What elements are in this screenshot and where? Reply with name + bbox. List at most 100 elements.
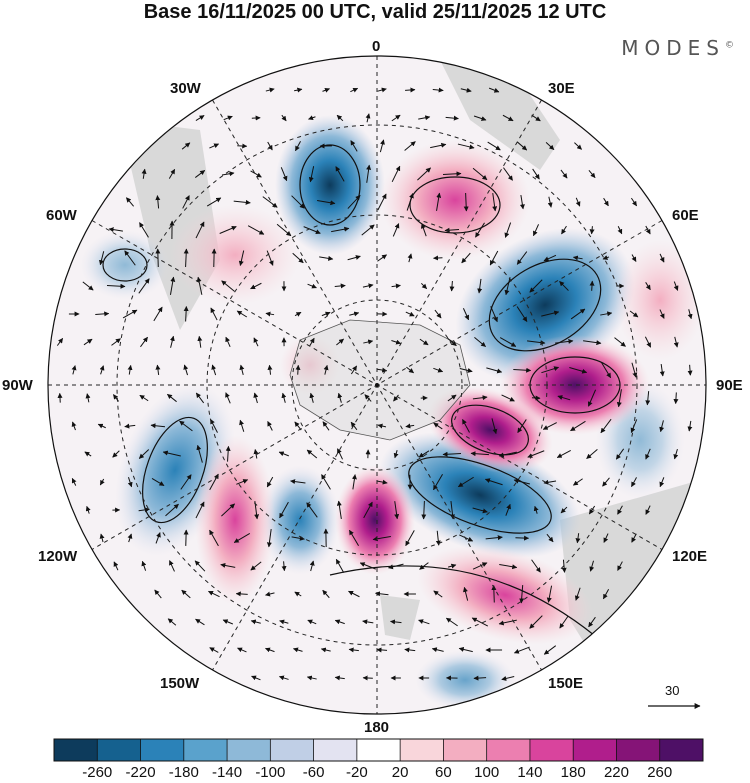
wind-vector-arrow [541,366,560,374]
wind-vector-arrow [516,251,528,265]
wind-vector-arrow [209,143,220,149]
wind-vector-arrow [366,164,372,183]
wind-vector-arrow [292,252,304,264]
lon-label-60w: 60W [46,207,77,224]
wind-vector-arrow [433,590,443,598]
wind-vector-arrow [335,166,345,182]
wind-vector-arrow [519,195,525,210]
wind-vector-arrow [420,282,428,290]
lon-label-150e: 150E [548,675,584,692]
wind-vector-arrow [335,558,345,573]
wind-vector-arrow [321,311,331,317]
wind-vector-arrow [219,225,237,234]
wind-vector-arrow [294,421,302,431]
wind-vector-arrow [348,647,359,653]
wind-vector-arrow [515,535,530,541]
wind-vector-arrow [347,195,361,209]
wind-vector-arrow [459,534,474,542]
wind-vector-arrow [278,675,289,681]
wind-vector-arrow [334,283,346,289]
wind-vector-arrow [546,585,553,603]
wind-vector-arrow [631,362,638,378]
colorbar-tick-label: -140 [212,764,243,781]
wind-vector-arrow [673,336,679,348]
wind-vector-arrow [281,392,287,403]
wind-vector-arrow [560,506,568,514]
wind-vector-arrow [600,362,612,379]
wind-vector-arrow [251,675,261,681]
wind-vector-arrow [154,589,162,599]
wind-vector-arrow [162,450,181,457]
wind-vector-arrow [490,306,498,323]
wind-vector-arrow [155,248,161,268]
wind-vector-arrow [470,451,490,457]
wind-vector-arrow [250,561,262,571]
wind-vector-arrow [504,277,511,296]
wind-vector-arrow [194,170,206,178]
wind-vector-arrow [250,282,262,290]
wind-vector-arrow [430,142,447,149]
wind-vector-arrow [179,420,193,432]
wind-vector-arrow [407,253,413,263]
wind-vector-arrow [363,501,373,519]
wind-vector-arrow [253,449,259,459]
wind-vector-arrow [265,591,275,597]
wind-vector-arrow [505,503,511,516]
wind-vector-arrow [181,142,191,150]
wind-vector-arrow [503,167,513,181]
wind-vector-arrow [183,248,189,268]
wind-vector-arrow [561,225,567,235]
wind-vector-arrow [394,501,400,520]
wind-vector-arrow [472,395,488,401]
wind-vector-arrow [404,647,416,653]
wind-vector-arrow [586,449,598,459]
wind-vector-arrow [221,171,235,177]
wind-vector-arrow [445,115,459,121]
wind-vector-arrow [197,335,203,348]
wind-vector-arrow [492,193,498,212]
wind-vector-arrow [405,87,416,93]
wind-vector-arrow [56,337,64,346]
wind-vector-arrow [319,255,334,261]
wind-vector-arrow [139,394,149,402]
wind-vector-arrow [153,306,163,322]
wind-vector-arrow [433,255,443,261]
wind-vector-arrow [138,507,150,513]
wind-vector-arrow [221,280,235,292]
colorbar-swatch [356,739,401,761]
wind-vector-arrow [127,533,133,543]
wind-vector-arrow [266,250,274,266]
wind-vector-arrow [265,647,275,653]
wind-vector-arrow [445,617,458,627]
wind-vector-arrow [348,529,360,546]
colorbar-swatch [227,739,271,761]
wind-vector-arrow [489,250,499,266]
wind-vector-arrow [350,421,358,431]
wind-vector-arrow [531,559,541,573]
wind-vector-arrow [472,167,488,181]
colorbar-tick-label: 220 [603,764,629,781]
wind-vector-arrow [279,501,289,519]
wind-vector-arrow [457,143,475,150]
wind-vector-arrow [307,283,317,289]
wind-vector-arrow [418,115,431,121]
colorbar-tick-label: -20 [346,764,368,781]
wind-vector-arrow [83,338,93,346]
wind-vector-arrow [532,168,540,180]
wind-vector-arrow [473,675,487,681]
wind-vector-arrow [336,338,344,346]
wind-vector-arrow [323,364,329,375]
wind-vector-arrow [421,500,427,520]
wind-vector-arrow [587,389,597,407]
wind-vector-arrow [487,141,501,151]
wind-vector-arrow [463,192,469,212]
wind-vector-arrow [108,227,123,233]
colorbar-swatch [140,739,185,761]
wind-vector-arrow [431,647,444,653]
colorbar-swatch [54,739,98,761]
lon-label-90e: 90E [716,377,743,394]
wind-vector-arrow [376,479,388,485]
wind-vector-arrow [295,141,301,152]
colorbar-tick-label: -60 [302,764,325,781]
wind-vector-arrow [418,619,430,625]
